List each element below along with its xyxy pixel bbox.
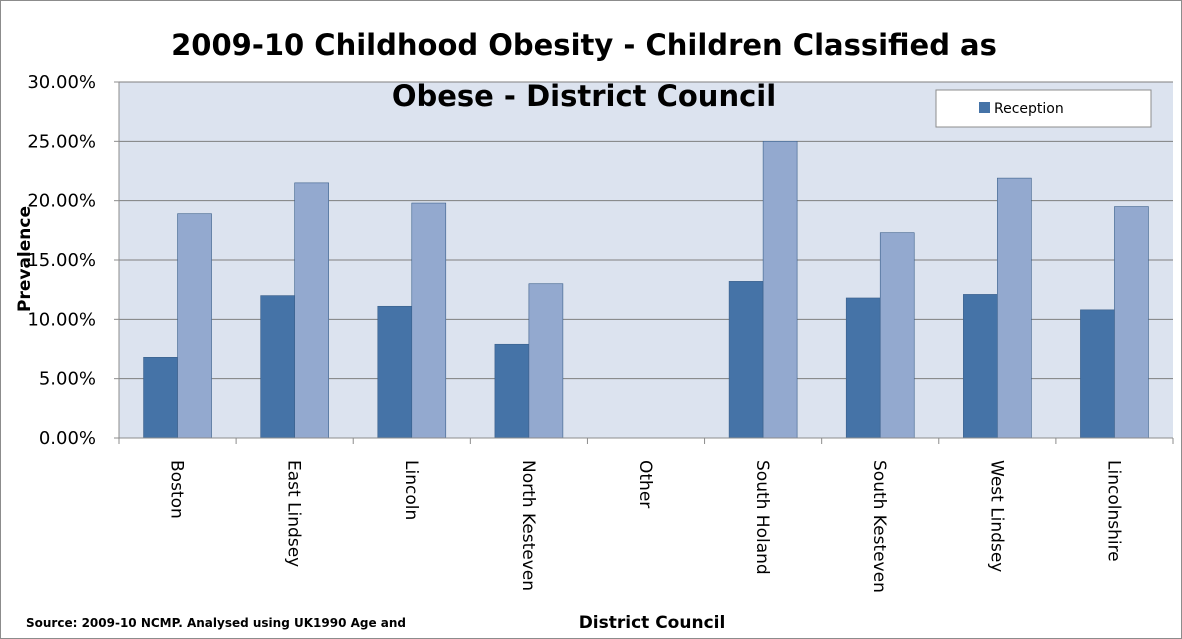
- bar-series-2: [177, 213, 212, 439]
- bar-series-2: [879, 232, 915, 439]
- y-axis-title: Prevalence: [15, 206, 35, 312]
- x-category-label: South Holand: [752, 460, 772, 575]
- x-category-label: East Lindsey: [284, 460, 304, 567]
- x-category-label: Lincolnshire: [1103, 460, 1123, 562]
- bars: [143, 141, 1149, 439]
- chart-title-line-2: Obese - District Council: [392, 79, 776, 113]
- legend: Reception: [935, 89, 1152, 128]
- legend-label-reception: Reception: [994, 101, 1064, 117]
- bar-series-2: [411, 202, 447, 439]
- bar-series-2: [528, 283, 564, 439]
- x-category-label: South Kesteven: [869, 460, 889, 593]
- y-tick-label: 0.00%: [39, 428, 96, 449]
- legend-box: [935, 89, 1152, 128]
- y-tick-label: 30.00%: [27, 72, 96, 93]
- axes: [114, 81, 1174, 444]
- x-category-label: West Lindsey: [986, 460, 1006, 572]
- y-tick-label: 25.00%: [27, 131, 96, 152]
- bar-reception: [260, 295, 295, 439]
- x-category-label: Boston: [167, 460, 187, 519]
- bar-reception: [1080, 309, 1115, 439]
- bar-reception: [143, 357, 178, 439]
- bar-reception: [377, 305, 413, 439]
- y-tick-label: 5.00%: [39, 369, 96, 390]
- y-tick-label: 20.00%: [27, 191, 96, 212]
- y-tick-label: 10.00%: [27, 309, 96, 330]
- x-category-labels: Boston East Lindsey Lincoln North Kesteven O…: [167, 460, 1124, 593]
- chart-title-line-1: 2009-10 Childhood Obesity - Children Cla…: [171, 28, 997, 62]
- bar-series-2: [1114, 206, 1149, 439]
- y-tick-labels: 0.00% 5.00% 10.00% 15.00% 20.00% 25.00% 30.00%: [27, 72, 96, 449]
- y-tick-label: 15.00%: [27, 250, 96, 271]
- x-category-label: North Kesteven: [518, 460, 538, 591]
- bar-series-2: [294, 182, 329, 439]
- bar-series-2: [762, 141, 798, 439]
- x-axis-title: District Council: [579, 613, 726, 633]
- bar-series-2: [997, 177, 1032, 439]
- x-category-label: Lincoln: [401, 460, 421, 520]
- bar-reception: [728, 281, 764, 439]
- legend-swatch-reception: [979, 102, 990, 113]
- bar-reception: [963, 294, 998, 439]
- source-note: Source: 2009-10 NCMP. Analysed using UK1…: [26, 616, 406, 630]
- bar-reception: [845, 297, 881, 439]
- bar-reception: [494, 343, 530, 439]
- x-category-label: Other: [635, 460, 655, 508]
